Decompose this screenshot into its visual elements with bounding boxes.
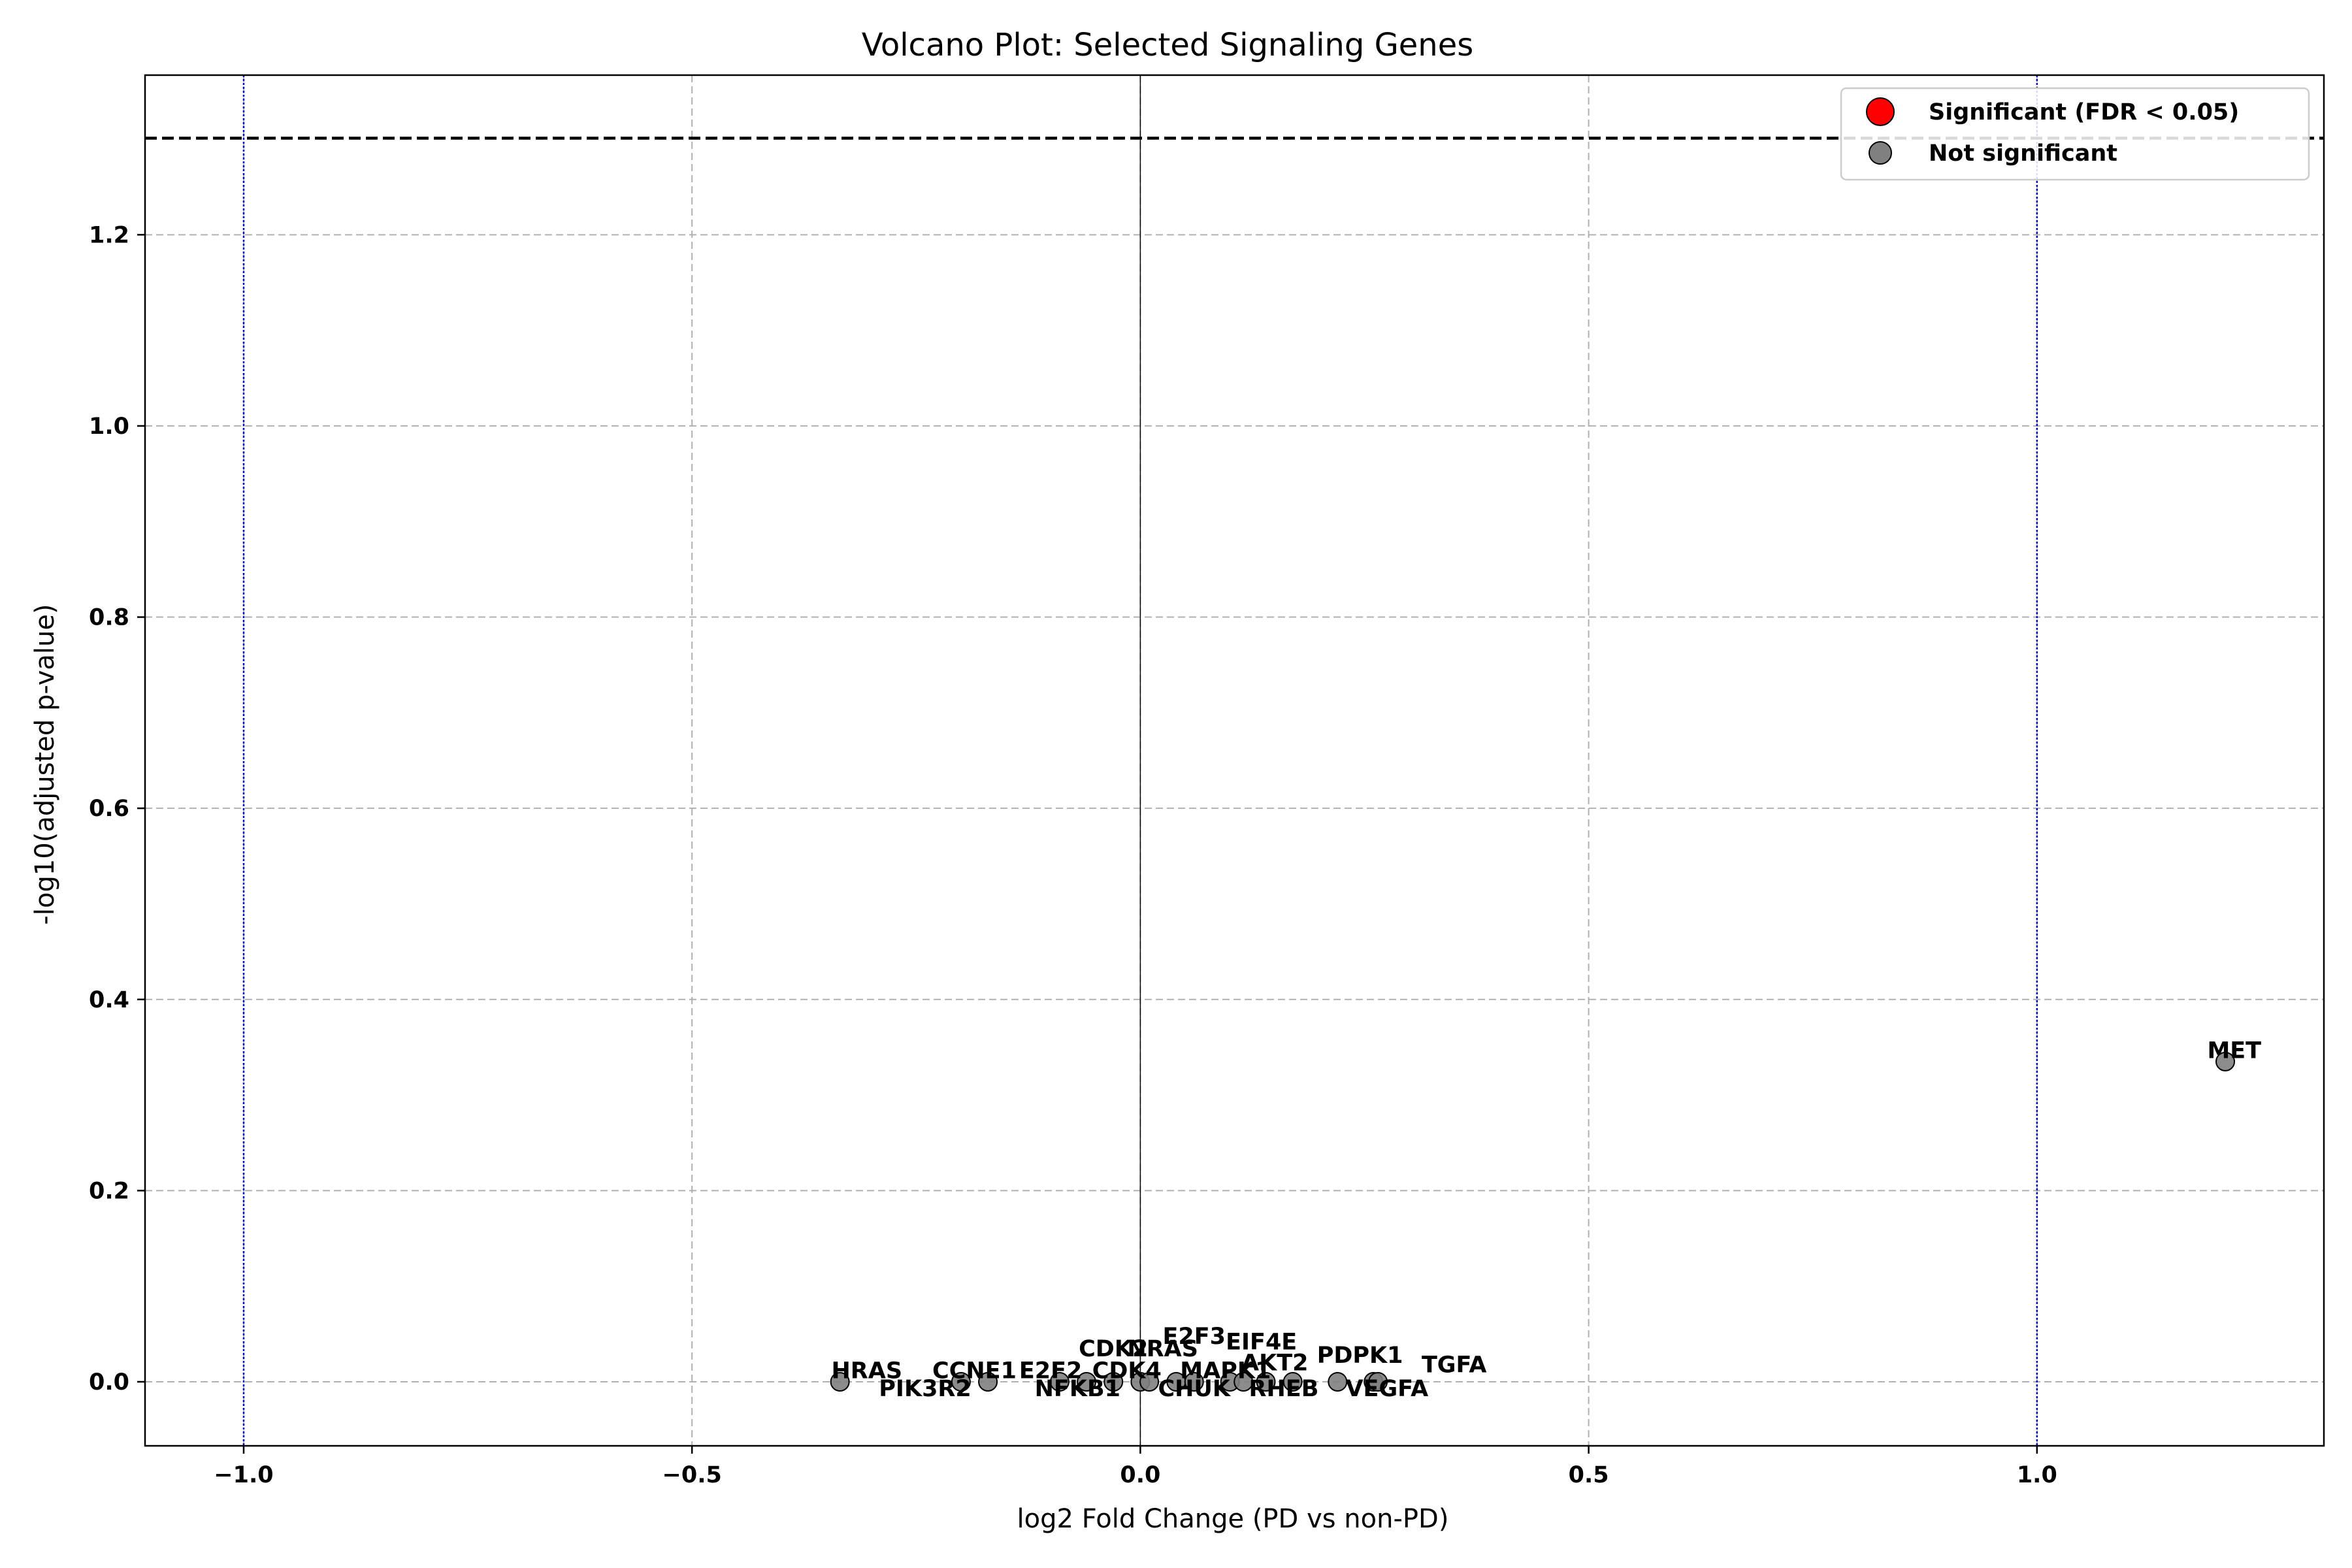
data-points: [830, 1051, 2236, 1392]
gene-label-vegfa: VEGFA: [1345, 1376, 1428, 1402]
gene-label-cdk2: CDK2: [1079, 1336, 1148, 1362]
x-tick-label: −0.5: [662, 1462, 722, 1488]
data-point-tgfa: [1368, 1371, 1388, 1392]
gene-label-cdk4: CDK4: [1092, 1358, 1162, 1384]
x-tick-label: 0.5: [1569, 1462, 1609, 1488]
x-tick-label: 0.0: [1120, 1462, 1160, 1488]
data-point-pik3r2: [951, 1371, 971, 1392]
x-tick-label: −1.0: [214, 1462, 273, 1488]
reference-lines: [145, 75, 2324, 1446]
x-tick-label: 1.0: [2017, 1462, 2057, 1488]
gene-label-e2f2: E2F2: [1019, 1358, 1083, 1384]
plot-frame: [144, 74, 2325, 1447]
data-point-akt2: [1282, 1371, 1303, 1392]
gene-label-nras: NRAS: [1127, 1336, 1198, 1362]
legend-box: [1840, 87, 2310, 181]
data-point-nfkb1: [1077, 1371, 1097, 1392]
data-point-cdk2: [1103, 1371, 1124, 1392]
legend: Significant (FDR < 0.05) Not significant: [1840, 87, 2310, 181]
y-tick-label: 0.8: [89, 605, 129, 631]
gene-label-ccne1: CCNE1: [932, 1358, 1017, 1384]
data-point-hras: [830, 1371, 850, 1392]
gene-label-nfkb1: NFKB1: [1035, 1376, 1120, 1402]
x-axis-label: log2 Fold Change (PD vs non-PD): [1017, 1504, 1449, 1534]
gene-label-pdpk1: PDPK1: [1317, 1343, 1403, 1369]
data-point-e2f2: [1049, 1371, 1070, 1392]
gene-label-pik3r2: PIK3R2: [879, 1376, 971, 1402]
data-point-eif4e: [1233, 1371, 1254, 1392]
gene-label-met: MET: [2207, 1037, 2261, 1064]
gene-label-mapk1: MAPK1: [1180, 1358, 1271, 1384]
data-point-pdpk1: [1328, 1371, 1348, 1392]
gene-label-rheb: RHEB: [1249, 1376, 1319, 1402]
gene-label-hras: HRAS: [832, 1358, 903, 1384]
chart-title: Volcano Plot: Selected Signaling Genes: [862, 27, 1474, 63]
y-tick-label: 0.2: [89, 1178, 129, 1204]
data-point-nras: [1139, 1371, 1160, 1392]
data-point-e2f3: [1184, 1371, 1204, 1392]
legend-marker-significant: [1866, 97, 1895, 126]
y-tick-label: 0.6: [89, 796, 129, 822]
legend-marker-not-significant: [1869, 141, 1892, 165]
legend-label-not-significant: Not significant: [1929, 140, 2117, 167]
gene-label-chuk: CHUK: [1158, 1376, 1231, 1402]
gene-label-akt2: AKT2: [1241, 1350, 1308, 1377]
data-point-rheb: [1256, 1371, 1276, 1392]
y-tick-label: 0.0: [89, 1369, 129, 1396]
data-point-met: [2215, 1051, 2236, 1071]
legend-label-significant: Significant (FDR < 0.05): [1929, 99, 2239, 125]
data-point-ccne1: [978, 1371, 998, 1392]
gene-label-eif4e: EIF4E: [1226, 1330, 1297, 1356]
gene-label-tgfa: TGFA: [1422, 1352, 1487, 1379]
gene-label-e2f3: E2F3: [1162, 1324, 1226, 1350]
y-axis-label: -log10(adjusted p-value): [30, 604, 60, 924]
y-tick-label: 1.2: [89, 222, 129, 248]
y-tick-label: 1.0: [89, 414, 129, 440]
axis-ticks: −1.0 −0.5 0.0 0.5 1.0 0.0 0.2 0.4 0.6 0.8 1.0 1.2: [89, 222, 2057, 1488]
y-tick-label: 0.4: [89, 987, 129, 1013]
